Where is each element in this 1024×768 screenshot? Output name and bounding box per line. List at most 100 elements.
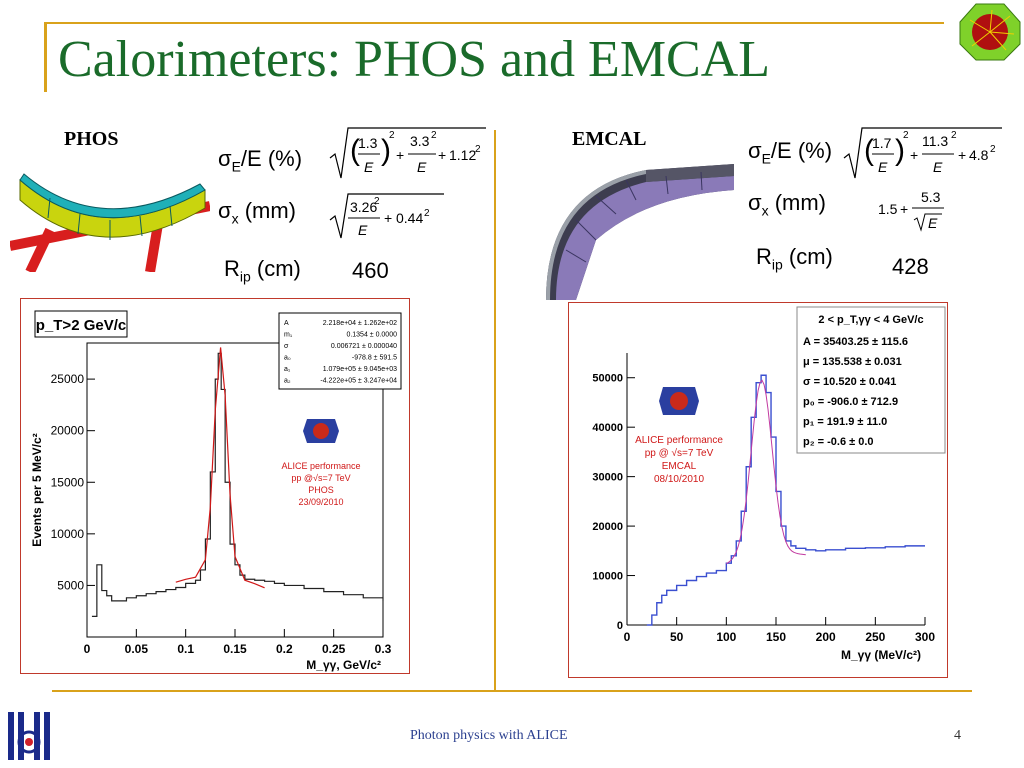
vertical-divider xyxy=(494,130,496,690)
emcal-y-tick-label: 10000 xyxy=(592,571,623,583)
emcal-y-tick-label: 40000 xyxy=(592,422,623,434)
emcal-sigmaE-formula: ( 1.7 E ) 2 + 11.3 2 E + 4.8 2 xyxy=(843,127,1002,179)
phos-alice-logo-core xyxy=(313,423,329,439)
svg-text:E: E xyxy=(878,159,888,175)
emcal-x-tick-label: 100 xyxy=(716,630,736,644)
svg-text:11.3: 11.3 xyxy=(922,133,948,149)
emcal-sigmaE-label: σE/E (%) xyxy=(748,138,833,167)
svg-text:2: 2 xyxy=(374,196,380,207)
phos-x-tick-label: 0.3 xyxy=(375,642,392,656)
svg-text:+: + xyxy=(958,147,966,163)
phos-label: PHOS xyxy=(64,128,119,150)
phos-stats-key: m₁ xyxy=(284,332,293,339)
emcal-sigmax-label: σx (mm) xyxy=(748,190,826,219)
svg-text:5.3: 5.3 xyxy=(921,189,941,205)
svg-text:E: E xyxy=(933,159,943,175)
phos-x-tick-label: 0.1 xyxy=(177,642,194,656)
phos-x-tick-label: 0 xyxy=(84,642,91,656)
svg-text:+: + xyxy=(900,201,908,217)
emcal-sigmax-formula: 1.5 + 5.3 E xyxy=(878,189,944,232)
svg-text:E: E xyxy=(364,159,374,175)
footer-text: Photon physics with ALICE xyxy=(410,728,568,743)
phos-sigmax-label: σx (mm) xyxy=(218,198,296,227)
emcal-x-tick-label: 50 xyxy=(670,630,684,644)
phos-stats-key: σ xyxy=(284,343,289,350)
phos-sigmax-formula: 3.26 2 E + 0.44 2 xyxy=(329,193,444,239)
emcal-stats-line: σ = 10.520 ± 0.041 xyxy=(803,376,896,388)
phos-annotation-line: PHOS xyxy=(308,485,334,495)
phos-stats-key: a₂ xyxy=(284,378,291,385)
phos-y-tick-label: 5000 xyxy=(57,578,84,592)
svg-text:1.7: 1.7 xyxy=(872,135,892,151)
phos-detector-icon xyxy=(10,173,210,272)
emcal-rip-label: Rip (cm) xyxy=(756,244,833,273)
emcal-stats-header: 2 < p_T,γγ < 4 GeV/c xyxy=(818,314,923,326)
emcal-rip-value: 428 xyxy=(892,254,929,279)
emcal-x-tick-label: 300 xyxy=(915,630,935,644)
phos-chart-title: p_T>2 GeV/c xyxy=(36,317,126,334)
emcal-alice-logo-core xyxy=(670,392,688,410)
svg-text:+: + xyxy=(384,210,392,226)
emcal-stats-line: p₀ = -906.0 ± 712.9 xyxy=(803,396,898,408)
svg-text:3.26: 3.26 xyxy=(350,199,377,215)
emcal-annotation-line: pp @ √s=7 TeV xyxy=(645,447,714,459)
emcal-annotation-line: EMCAL xyxy=(662,461,697,472)
phos-y-tick-label: 20000 xyxy=(51,424,85,438)
emcal-x-tick-label: 0 xyxy=(624,630,631,644)
phos-stats-key: a₀ xyxy=(284,355,291,362)
svg-text:1.12: 1.12 xyxy=(449,147,476,163)
svg-text:(: ( xyxy=(864,134,874,167)
svg-text:+: + xyxy=(396,147,404,163)
emcal-stats-line: p₁ = 191.9 ± 11.0 xyxy=(803,416,887,428)
slide-title: Calorimeters: PHOS and EMCAL xyxy=(58,31,771,88)
phos-rip-label: Rip (cm) xyxy=(224,256,301,285)
emcal-x-tick-label: 200 xyxy=(816,630,836,644)
phos-annotation-line: ALICE performance xyxy=(281,461,360,471)
svg-text:1.3: 1.3 xyxy=(358,135,378,151)
emcal-invariant-mass-chart: 0 50 100 150 200 250 300 0 10000 20000 30000 40000 5… xyxy=(592,306,946,662)
emcal-y-tick-label: 50000 xyxy=(592,373,623,385)
emcal-x-axis-label: M_γγ (MeV/c²) xyxy=(841,648,921,662)
emcal-stats-box xyxy=(796,306,946,454)
emcal-y-tick-label: 30000 xyxy=(592,472,623,484)
svg-text:E: E xyxy=(417,159,427,175)
svg-text:2: 2 xyxy=(424,208,430,219)
phos-annotation-line: 23/09/2010 xyxy=(298,497,343,507)
alice-logo-icon xyxy=(959,3,1021,61)
svg-text:1.5: 1.5 xyxy=(878,201,898,217)
svg-text:): ) xyxy=(895,134,905,167)
emcal-histogram-line xyxy=(646,374,925,626)
phos-stats-value: -4.222e+05 ± 3.247e+04 xyxy=(320,378,397,385)
svg-text:+: + xyxy=(438,147,446,163)
svg-text:E: E xyxy=(358,222,368,238)
svg-text:+: + xyxy=(910,147,918,163)
phos-x-tick-label: 0.05 xyxy=(125,642,149,656)
emcal-x-tick-label: 150 xyxy=(766,630,786,644)
emcal-annotation-line: 08/10/2010 xyxy=(654,474,704,485)
phos-x-axis-label: M_γγ, GeV/c² xyxy=(306,658,381,672)
phos-y-tick-label: 15000 xyxy=(51,475,85,489)
phos-rip-value: 460 xyxy=(352,258,389,283)
institute-logo-icon xyxy=(8,712,50,760)
svg-text:4.8: 4.8 xyxy=(969,147,989,163)
phos-x-tick-label: 0.15 xyxy=(223,642,247,656)
emcal-detector-icon xyxy=(546,164,734,300)
phos-y-tick-label: 10000 xyxy=(51,527,85,541)
phos-x-tick-label: 0.2 xyxy=(276,642,293,656)
emcal-stats-line: A = 35403.25 ± 115.6 xyxy=(803,336,908,348)
emcal-y-tick-label: 0 xyxy=(617,620,623,632)
svg-text:2: 2 xyxy=(951,130,957,141)
emcal-x-tick-label: 250 xyxy=(865,630,885,644)
emcal-stats-line: p₂ = -0.6 ± 0.0 xyxy=(803,436,874,448)
svg-text:3.3: 3.3 xyxy=(410,133,430,149)
phos-invariant-mass-chart: 0 0.05 0.1 0.15 0.2 0.25 0.3 5000 10000 15000 2000… xyxy=(30,310,402,672)
phos-y-axis-label: Events per 5 MeV/c² xyxy=(30,433,44,546)
phos-stats-value: 0.006721 ± 0.000040 xyxy=(331,343,397,350)
phos-histogram-line xyxy=(91,352,384,617)
phos-chart-panel: 0 0.05 0.1 0.15 0.2 0.25 0.3 5000 10000 15000 2000… xyxy=(20,298,410,674)
emcal-chart-panel: 0 50 100 150 200 250 300 0 10000 20000 30000 40000 5… xyxy=(568,302,948,678)
emcal-label: EMCAL xyxy=(572,128,647,150)
emcal-annotation-line: ALICE performance xyxy=(635,435,723,446)
svg-text:): ) xyxy=(381,134,391,167)
phos-stats-key: A xyxy=(284,320,289,327)
